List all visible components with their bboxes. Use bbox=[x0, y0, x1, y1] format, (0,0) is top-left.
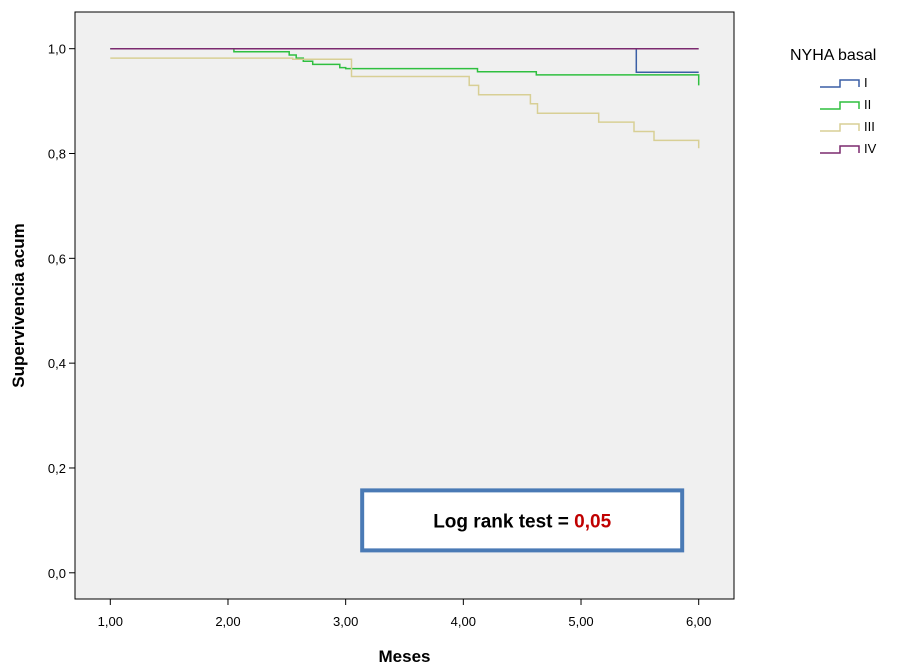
x-tick-label: 5,00 bbox=[568, 614, 593, 629]
y-tick-label: 1,0 bbox=[48, 42, 66, 57]
legend-swatch-i bbox=[820, 79, 860, 88]
y-tick-label: 0,6 bbox=[48, 251, 66, 266]
legend-label-i: I bbox=[864, 75, 868, 90]
legend-swatch-ii bbox=[820, 101, 860, 110]
x-tick-label: 4,00 bbox=[451, 614, 476, 629]
legend-label-iii: III bbox=[864, 119, 875, 134]
legend-swatch-iii bbox=[820, 123, 860, 132]
annotation-text: Log rank test = 0,05 bbox=[433, 511, 611, 532]
series-group bbox=[110, 47, 700, 149]
y-tick-label: 0,8 bbox=[48, 147, 66, 162]
legend-swatch-iv bbox=[820, 145, 860, 154]
annotation-prefix: Log rank test = bbox=[433, 511, 574, 532]
legend-label-ii: II bbox=[864, 97, 871, 112]
x-tick-label: 2,00 bbox=[215, 614, 240, 629]
x-tick-label: 6,00 bbox=[686, 614, 711, 629]
annotation-value: 0,05 bbox=[574, 511, 611, 532]
y-tick-label: 0,2 bbox=[48, 461, 66, 476]
y-axis-title: Supervivencia acum bbox=[9, 223, 28, 387]
series-line-ii bbox=[110, 47, 700, 86]
x-axis-title: Meses bbox=[379, 647, 431, 664]
x-tick-label: 1,00 bbox=[98, 614, 123, 629]
legend-label-iv: IV bbox=[864, 141, 877, 156]
series-line-iii bbox=[110, 57, 700, 149]
axis-ticks: 1,00 2,00 3,00 4,00 5,00 6,00 0,0 0,2 0,4 0,6 0,8 1… bbox=[48, 42, 711, 629]
y-tick-label: 0,4 bbox=[48, 356, 66, 371]
x-tick-label: 3,00 bbox=[333, 614, 358, 629]
annotation-box bbox=[360, 488, 685, 553]
log-rank-annotation: Log rank test = 0,05 bbox=[360, 488, 685, 553]
legend-title: NYHA basal bbox=[790, 47, 876, 64]
y-tick-label: 0,0 bbox=[48, 566, 66, 581]
